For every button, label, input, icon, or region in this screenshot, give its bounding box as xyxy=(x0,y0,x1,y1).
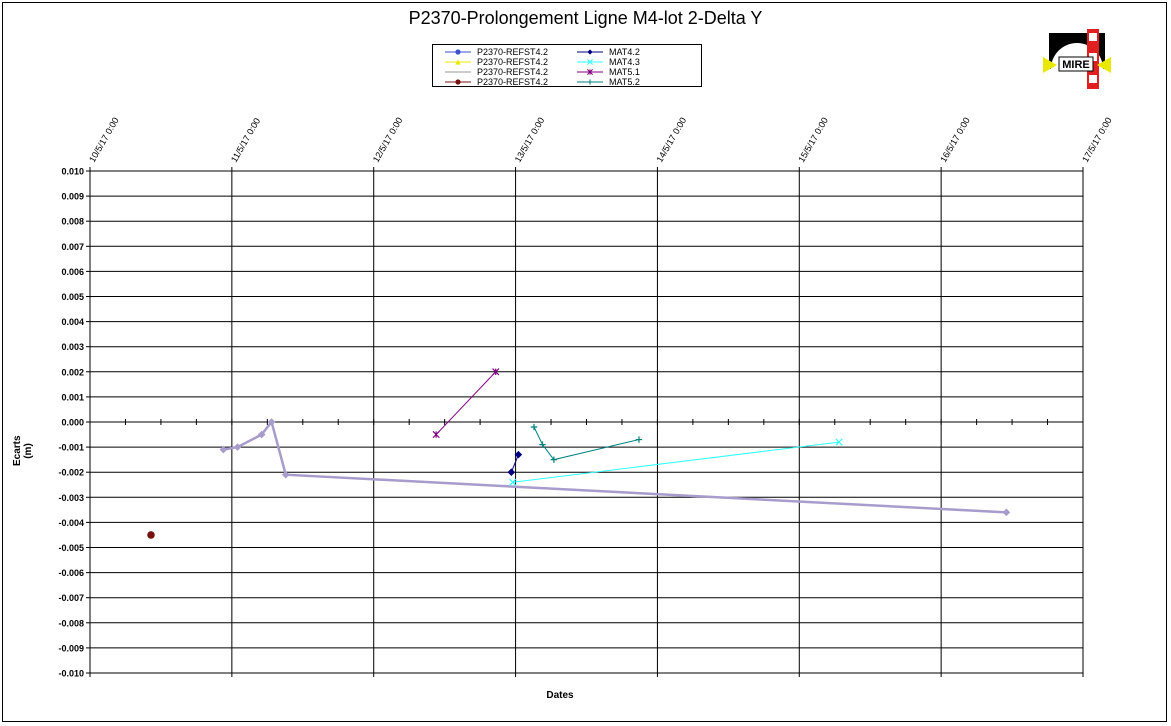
chart-title: P2370-Prolongement Ligne M4-lot 2-Delta … xyxy=(408,8,763,28)
data-point xyxy=(233,443,242,451)
data-point xyxy=(635,436,643,443)
y-tick-label: 0.004 xyxy=(61,317,84,327)
y-tick-label: -0.009 xyxy=(58,643,84,653)
y-tick-label: -0.007 xyxy=(58,593,84,603)
x-tick-label: 15/5/17 0:00 xyxy=(796,116,830,164)
y-tick-label: -0.004 xyxy=(58,518,84,528)
x-axis-label: Dates xyxy=(546,690,574,701)
x-tick-label: 12/5/17 0:00 xyxy=(371,116,405,164)
legend-swatch xyxy=(577,49,603,55)
legend-swatch xyxy=(577,79,603,85)
series-line xyxy=(435,371,497,435)
y-tick-label: 0.001 xyxy=(61,392,84,402)
legend-swatch xyxy=(445,59,471,65)
legend-swatch xyxy=(577,69,603,75)
y-tick-label: -0.005 xyxy=(58,543,84,553)
legend-label: MAT4.2 xyxy=(609,47,640,57)
x-tick-label: 10/5/17 0:00 xyxy=(87,116,121,164)
y-tick-label: 0.005 xyxy=(61,292,84,302)
data-point xyxy=(509,478,517,486)
data-point xyxy=(1002,508,1011,517)
data-point xyxy=(514,450,523,459)
y-tick-label: 0.010 xyxy=(61,167,84,177)
x-tick-label: 11/5/17 0:00 xyxy=(229,116,262,164)
y-tick-label: 0.007 xyxy=(61,242,84,252)
legend-label: MAT5.1 xyxy=(609,67,640,77)
data-point xyxy=(267,418,276,426)
data-point xyxy=(539,441,546,448)
legend-label: P2370-REFST4.2 xyxy=(477,47,549,57)
y-tick-label: -0.010 xyxy=(58,669,84,679)
data-point xyxy=(835,438,843,446)
y-tick-label: 0.006 xyxy=(61,267,84,277)
series-line xyxy=(533,426,640,461)
legend-label: P2370-REFST4.2 xyxy=(477,77,549,87)
mire-logo: MIRE xyxy=(1043,27,1111,91)
legend-swatch xyxy=(445,71,471,73)
data-point xyxy=(219,445,228,454)
y-axis-label: Ecarts (m) xyxy=(12,435,34,466)
data-point xyxy=(432,430,440,439)
x-tick-label: 16/5/17 0:00 xyxy=(938,116,972,164)
y-tick-label: 0.003 xyxy=(61,342,84,352)
data-point xyxy=(492,368,500,376)
series-line xyxy=(510,454,519,473)
x-tick-label: 17/5/17 0:00 xyxy=(1080,116,1114,164)
y-tick-label: -0.001 xyxy=(58,443,84,453)
legend-swatch xyxy=(445,79,471,85)
y-tick-label: -0.008 xyxy=(58,618,84,628)
data-point xyxy=(530,423,538,431)
legend-label: P2370-REFST4.2 xyxy=(477,57,549,67)
data-point xyxy=(281,470,290,479)
legend-swatch xyxy=(445,49,471,55)
legend: P2370-REFST4.2 P2370-REFST4.2 P2370-REFST4… xyxy=(432,44,702,87)
legend-swatch xyxy=(577,59,603,65)
data-point xyxy=(147,531,155,539)
data-point xyxy=(550,456,558,463)
legend-label: MAT4.3 xyxy=(609,57,640,67)
legend-label: MAT5.2 xyxy=(609,77,640,87)
x-tick-label: 14/5/17 0:00 xyxy=(655,116,689,164)
logo-text: MIRE xyxy=(1062,59,1090,71)
legend-label: P2370-REFST4.2 xyxy=(477,67,549,77)
y-tick-label: 0.009 xyxy=(61,192,84,202)
y-tick-label: 0.008 xyxy=(61,217,84,227)
y-tick-label: -0.003 xyxy=(58,493,84,503)
y-tick-label: 0.002 xyxy=(61,367,84,377)
y-tick-label: -0.006 xyxy=(58,568,84,578)
series-line xyxy=(512,441,840,483)
data-point xyxy=(507,468,516,476)
y-tick-label: -0.002 xyxy=(58,468,84,478)
data-point xyxy=(257,430,266,439)
y-tick-label: 0.000 xyxy=(61,418,84,428)
x-tick-label: 13/5/17 0:00 xyxy=(513,116,547,164)
